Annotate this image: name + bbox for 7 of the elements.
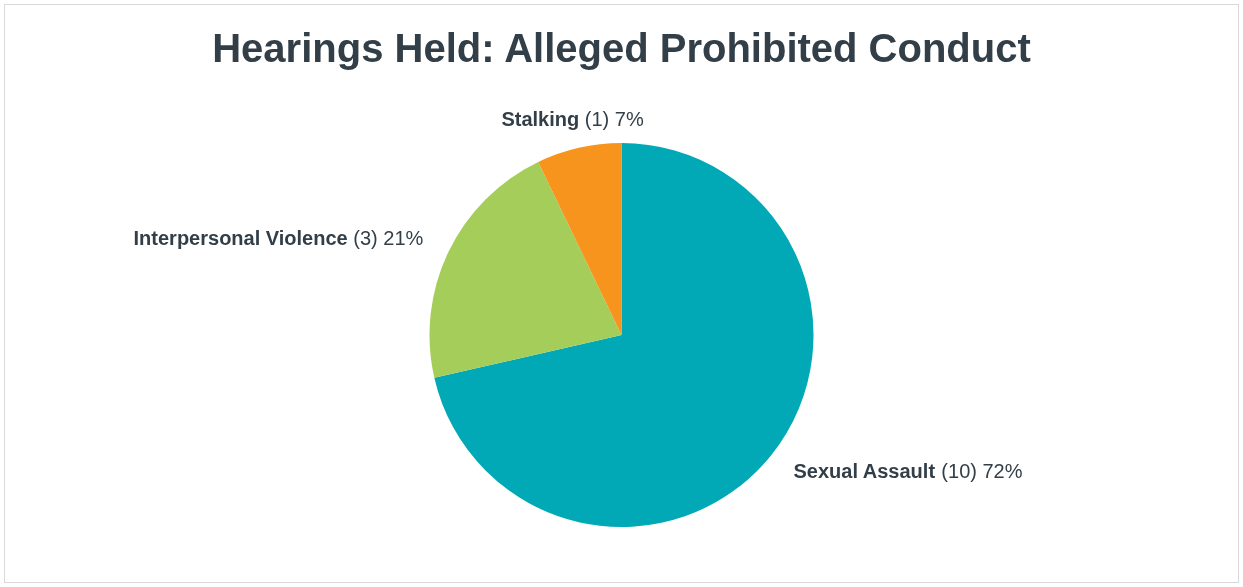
slice-label: Interpersonal Violence [133,227,354,250]
data-label: (10) 72% [941,459,1023,482]
chart-title: Hearings Held: Alleged Prohibited Conduct [212,26,1031,71]
slice-label: Sexual Assault [793,459,941,482]
data-label: (3) 21% [353,227,424,250]
slice-label: Stalking [501,108,585,131]
data-label: (1) 7% [584,108,644,131]
